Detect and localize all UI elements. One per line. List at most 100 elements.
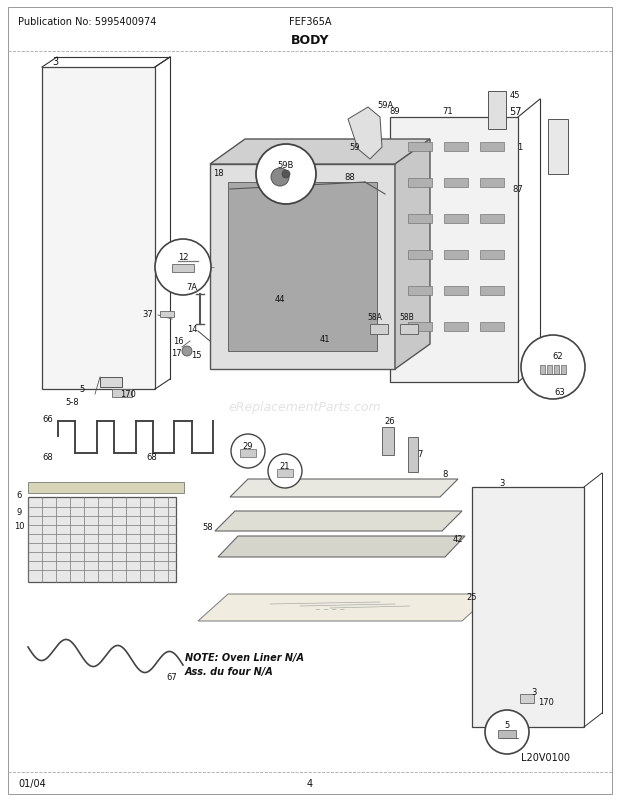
FancyBboxPatch shape [172,265,194,273]
Polygon shape [230,480,458,497]
Circle shape [282,171,290,179]
Text: 18: 18 [213,168,223,177]
Text: 89: 89 [390,107,401,116]
FancyBboxPatch shape [480,143,504,152]
Text: 6: 6 [490,719,495,728]
FancyBboxPatch shape [28,497,176,582]
Text: 66: 66 [43,415,53,424]
FancyBboxPatch shape [480,251,504,260]
Polygon shape [215,512,462,532]
Text: 1: 1 [517,144,523,152]
FancyBboxPatch shape [408,322,432,331]
Text: Publication No: 5995400974: Publication No: 5995400974 [18,17,156,27]
Circle shape [231,435,265,468]
Circle shape [271,168,289,187]
Text: 3: 3 [499,479,505,488]
Text: 58B: 58B [400,313,414,322]
FancyBboxPatch shape [370,325,388,334]
Polygon shape [348,107,382,160]
FancyBboxPatch shape [408,215,432,224]
Text: 7A: 7A [187,283,198,292]
Text: FEF365A: FEF365A [289,17,331,27]
Text: 16: 16 [173,337,184,346]
FancyBboxPatch shape [498,730,516,738]
FancyBboxPatch shape [547,366,552,375]
Text: BODY: BODY [291,34,329,47]
Text: 26: 26 [384,417,396,426]
Circle shape [155,240,211,296]
Text: Ass. du four N/A: Ass. du four N/A [185,666,274,676]
Circle shape [256,145,316,205]
FancyBboxPatch shape [548,119,568,175]
Text: ~ ~ ~ ~: ~ ~ ~ ~ [315,606,345,612]
Text: 3: 3 [531,687,537,697]
Text: 59A: 59A [377,100,393,109]
FancyBboxPatch shape [240,449,256,457]
Polygon shape [210,164,395,370]
Text: 87: 87 [513,185,523,194]
Polygon shape [198,594,492,622]
Text: 170: 170 [538,698,554,707]
FancyBboxPatch shape [408,251,432,260]
FancyBboxPatch shape [444,322,468,331]
Text: 41: 41 [320,335,330,344]
FancyBboxPatch shape [277,469,293,477]
FancyBboxPatch shape [520,695,534,703]
Text: 29: 29 [243,442,253,451]
FancyBboxPatch shape [444,251,468,260]
FancyBboxPatch shape [540,366,545,375]
FancyBboxPatch shape [228,183,377,351]
Text: 62: 62 [552,352,564,361]
FancyBboxPatch shape [480,322,504,331]
FancyBboxPatch shape [561,366,566,375]
Text: 17: 17 [170,349,181,358]
FancyBboxPatch shape [408,143,432,152]
Text: 45: 45 [510,91,520,100]
FancyBboxPatch shape [444,286,468,296]
Polygon shape [218,537,465,557]
Text: 3: 3 [52,57,58,67]
Text: 59B: 59B [278,160,294,169]
Text: 5: 5 [505,721,510,730]
Text: 25: 25 [467,593,477,602]
Polygon shape [395,140,430,370]
Polygon shape [390,118,518,383]
FancyBboxPatch shape [444,215,468,224]
FancyBboxPatch shape [100,378,122,387]
Text: eReplacementParts.com: eReplacementParts.com [229,401,381,414]
Polygon shape [472,488,584,727]
FancyBboxPatch shape [480,179,504,188]
FancyBboxPatch shape [488,92,506,130]
Text: 68: 68 [146,453,157,462]
FancyBboxPatch shape [160,312,174,318]
Text: 71: 71 [443,107,453,116]
Text: 6: 6 [16,491,22,500]
Text: 67: 67 [167,673,177,682]
FancyBboxPatch shape [112,390,132,398]
Text: 37: 37 [143,310,153,319]
Circle shape [268,455,302,488]
FancyBboxPatch shape [480,286,504,296]
Text: 14: 14 [187,325,197,334]
Text: 63: 63 [555,388,565,397]
Text: NOTE: Oven Liner N/A: NOTE: Oven Liner N/A [185,652,304,662]
Polygon shape [42,68,155,390]
Text: 42: 42 [453,535,463,544]
Text: 7: 7 [417,450,423,459]
Text: 58A: 58A [368,313,383,322]
FancyBboxPatch shape [408,286,432,296]
Text: 5: 5 [79,385,84,394]
Text: 68: 68 [43,453,53,462]
Text: 12: 12 [178,253,188,262]
Circle shape [182,346,192,357]
Polygon shape [28,482,184,493]
FancyBboxPatch shape [554,366,559,375]
FancyBboxPatch shape [444,179,468,188]
Text: 59: 59 [350,144,360,152]
FancyBboxPatch shape [480,215,504,224]
FancyBboxPatch shape [444,143,468,152]
Text: 10: 10 [14,522,24,531]
Text: 8: 8 [442,470,448,479]
Text: 4: 4 [307,778,313,788]
Text: 57: 57 [509,107,521,117]
